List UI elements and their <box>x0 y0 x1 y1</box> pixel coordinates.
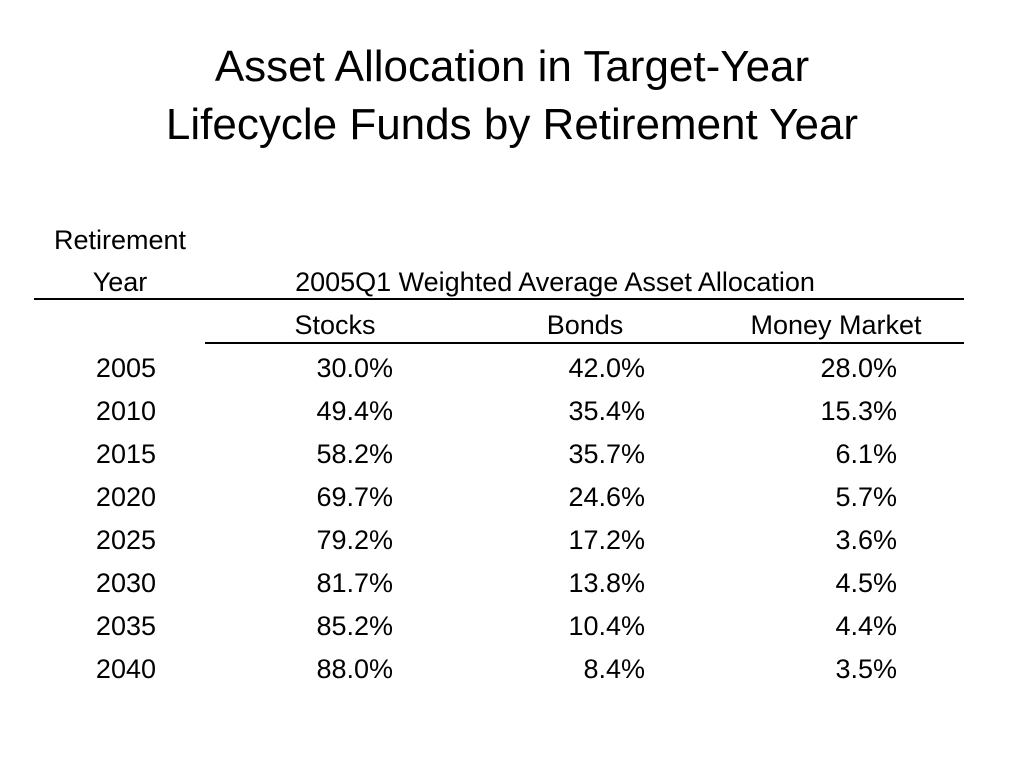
table-row: 2035 85.2% 10.4% 4.4% <box>0 610 1024 653</box>
table-body: 2005 30.0% 42.0% 28.0% 2010 49.4% 35.4% … <box>0 352 1024 696</box>
cell-money-market: 4.5% <box>835 568 897 598</box>
column-header-rule <box>205 342 964 344</box>
table-row: 2020 69.7% 24.6% 5.7% <box>0 481 1024 524</box>
cell-year: 2015 <box>95 439 156 469</box>
slide-title-line-2: Lifecycle Funds by Retirement Year <box>165 100 859 149</box>
table-top-rule <box>34 298 964 300</box>
cell-money-market: 4.4% <box>835 611 897 641</box>
group-header: 2005Q1 Weighted Average Asset Allocation <box>205 266 965 298</box>
slide-title-line-1: Asset Allocation in Target-Year <box>214 42 810 91</box>
cell-year: 2035 <box>95 611 156 641</box>
table-row: 2010 49.4% 35.4% 15.3% <box>0 395 1024 438</box>
column-header-money-market: Money Market <box>750 310 922 340</box>
cell-bonds: 42.0% <box>568 353 645 383</box>
group-header-label: 2005Q1 Weighted Average Asset Allocation <box>295 267 815 297</box>
cell-money-market: 28.0% <box>820 353 897 383</box>
table-row: 2025 79.2% 17.2% 3.6% <box>0 524 1024 567</box>
cell-bonds: 13.8% <box>568 568 645 598</box>
column-header-stocks: Stocks <box>294 310 376 340</box>
column-header-bonds: Bonds <box>546 310 624 340</box>
cell-bonds: 17.2% <box>568 525 645 555</box>
row-header-year: Year <box>92 267 148 297</box>
slide-title: Asset Allocation in Target-Year Lifecycl… <box>0 38 1024 154</box>
cell-stocks: 81.7% <box>316 568 393 598</box>
cell-year: 2040 <box>95 654 156 684</box>
cell-money-market: 3.6% <box>835 525 897 555</box>
cell-bonds: 35.7% <box>568 439 645 469</box>
cell-money-market: 6.1% <box>835 439 897 469</box>
table-row: 2040 88.0% 8.4% 3.5% <box>0 653 1024 696</box>
cell-stocks: 58.2% <box>316 439 393 469</box>
cell-money-market: 3.5% <box>835 654 897 684</box>
cell-bonds: 10.4% <box>568 611 645 641</box>
cell-stocks: 79.2% <box>316 525 393 555</box>
cell-year: 2025 <box>95 525 156 555</box>
table-row: 2005 30.0% 42.0% 28.0% <box>0 352 1024 395</box>
cell-year: 2030 <box>95 568 156 598</box>
table-row: 2015 58.2% 35.7% 6.1% <box>0 438 1024 481</box>
cell-stocks: 69.7% <box>316 482 393 512</box>
cell-year: 2010 <box>95 396 156 426</box>
cell-year: 2005 <box>95 353 156 383</box>
cell-money-market: 15.3% <box>820 396 897 426</box>
cell-stocks: 85.2% <box>316 611 393 641</box>
row-header-retirement: Retirement <box>53 225 187 255</box>
cell-money-market: 5.7% <box>835 482 897 512</box>
cell-bonds: 24.6% <box>568 482 645 512</box>
cell-year: 2020 <box>95 482 156 512</box>
cell-stocks: 49.4% <box>316 396 393 426</box>
cell-bonds: 8.4% <box>583 654 645 684</box>
cell-stocks: 88.0% <box>316 654 393 684</box>
cell-stocks: 30.0% <box>316 353 393 383</box>
cell-bonds: 35.4% <box>568 396 645 426</box>
table-row: 2030 81.7% 13.8% 4.5% <box>0 567 1024 610</box>
